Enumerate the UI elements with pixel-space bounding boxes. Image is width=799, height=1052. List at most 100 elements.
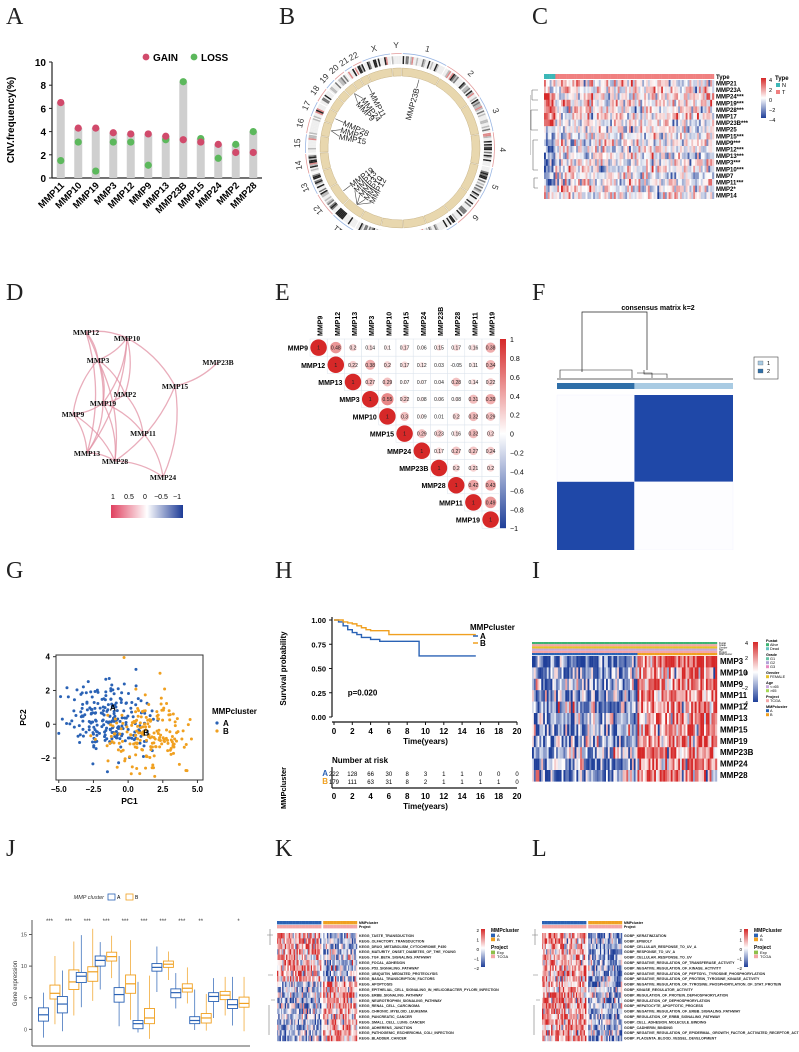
chromosome-band [429,61,434,70]
chromosome-band [478,177,487,182]
heatmap-cell [663,99,666,107]
heatmap-cell [585,132,588,140]
heatmap-cell [566,152,569,160]
corr-value: 0.03 [434,363,444,369]
heatmap-cell [683,93,686,100]
heatmap-cell [676,86,679,94]
cluster-bar-1 [634,383,733,389]
heatmap-cell [617,126,620,133]
corr-value: -0.05 [450,363,462,369]
row-label: MMP12*** [716,148,744,154]
annotation-cell [626,653,629,656]
heatmap-cell [602,656,605,668]
heatmap-cell [556,747,559,759]
type-annotation-cell [672,74,675,79]
pca-point-a [134,684,138,688]
heatmap-cell [676,159,679,166]
chromosome-band [480,120,489,125]
heatmap-cell [670,747,673,759]
heatmap-cell [706,132,709,140]
heatmap-cell [661,185,664,193]
heatmap-cell [619,172,622,180]
chromosome-band [482,161,491,165]
row-label: MMP24*** [716,95,744,101]
annotation-cell [600,648,603,651]
heatmap-cell [613,126,616,133]
heatmap-cell [559,690,562,702]
annotation-cell [700,648,703,651]
pca-point-a [114,705,118,709]
chromosome-band [483,142,492,145]
type-annotation-cell [627,74,630,79]
corr-value: 0.28 [451,380,461,386]
heatmap-cell [695,113,698,120]
corr-value: 0.2 [350,346,357,352]
heatmap-cell [580,667,583,679]
heatmap-cell [587,146,590,153]
panel-label-j: J [6,836,16,862]
heatmap-cell [676,701,679,714]
chromosome-band [308,156,317,159]
heatmap-cell [685,113,688,120]
chromosome-band [402,56,405,65]
heatmap-cell [625,113,628,120]
heatmap-cell [636,146,639,153]
heatmap-cell [704,735,707,748]
heatmap-cell [543,701,546,714]
heatmap-cell [695,192,698,199]
heatmap-cell [619,126,622,133]
heatmap-cell [687,690,690,702]
heatmap-cell [674,93,677,100]
heatmap-cell [630,192,633,199]
heatmap-cell [574,146,577,153]
heatmap-cell [692,678,695,691]
heatmap-cell [623,165,626,173]
heatmap-cell [657,678,660,691]
corr-value: 1 [317,346,320,352]
heatmap-cell [697,93,700,100]
heatmap-cell [683,192,686,199]
pca-point-b [175,717,179,721]
heatmap-cell [711,758,714,771]
heatmap-cell [594,667,597,679]
heatmap-cell [585,113,588,120]
heatmap-cell [643,656,646,668]
heatmap-cell [672,106,675,114]
heatmap-cell [657,701,660,714]
gene-connector [343,185,351,192]
heatmap-cell [691,185,694,193]
heatmap-cell [548,770,551,782]
cluster-annotation-cell [292,921,295,925]
pca-point-a [95,723,99,727]
annotation-cell [678,653,681,656]
pca-point-a [96,690,100,694]
corr-circle [435,344,443,351]
risk-count: 179 [329,780,340,786]
heatmap-cell [537,747,540,759]
annotation-cell [648,650,651,653]
heatmap-cell [715,690,718,702]
heatmap-cell [622,735,625,748]
annotation-cell [654,646,657,649]
heatmap-cell [676,80,679,87]
column-label: MMP28 [455,312,462,336]
heatmap-cell [591,146,594,153]
heatmap-cell [568,80,571,87]
heatmap-cell [568,165,571,173]
heatmap-cell [709,713,712,725]
heatmap-cell [568,86,571,94]
corr-circle [413,442,431,460]
heatmap-cell [562,185,565,193]
annotation-cell [541,644,544,647]
heatmap-cell [630,713,633,725]
heatmap-cell [589,747,592,759]
heatmap-cell [666,139,669,147]
annotation-cell [691,644,694,647]
heatmap-cell [572,99,575,107]
annotation-cell [633,648,636,651]
heatmap-cell [657,192,660,199]
annotation-cell [598,644,601,647]
heatmap-cell [649,139,652,147]
heatmap-cell [618,690,621,702]
chromosome-band [308,141,317,144]
